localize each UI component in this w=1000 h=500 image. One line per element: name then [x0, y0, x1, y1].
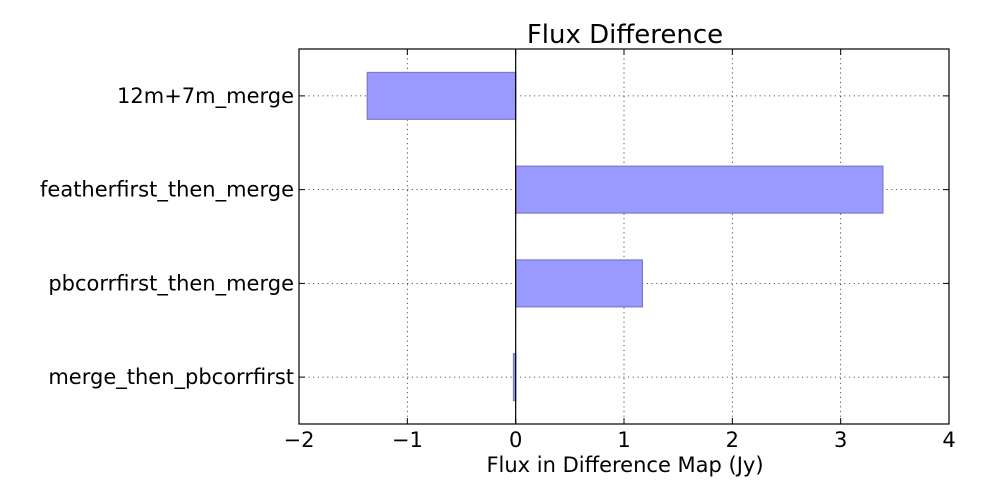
x-tick-label: 0	[509, 428, 522, 452]
bar-pbcorrfirst-then-merge	[515, 259, 644, 308]
chart-title: Flux Difference	[527, 20, 723, 50]
x-tick-label: −1	[392, 428, 423, 452]
bars-layer	[366, 71, 884, 402]
x-axis-label: Flux in Difference Map (Jy)	[486, 453, 763, 477]
y-tick-label: merge_then_pbcorrfirst	[48, 365, 294, 390]
y-tick-label: pbcorrfirst_then_merge	[48, 271, 294, 296]
x-tick-label: 2	[726, 428, 739, 452]
x-tick-label: −2	[284, 428, 315, 452]
axes-layer	[298, 48, 950, 425]
bar-featherfirst-then-merge	[515, 165, 884, 214]
bar-12m-7m-merge	[366, 71, 517, 120]
x-tick-label: 1	[617, 428, 630, 452]
labels-layer: 12m+7m_merge featherfirst_then_mergepbcor…	[40, 84, 956, 452]
y-tick-label: 12m+7m_merge	[117, 84, 294, 109]
x-tick-label: 4	[942, 428, 955, 452]
y-tick-label: featherfirst_then_merge	[40, 178, 294, 203]
x-tick-label: 3	[834, 428, 847, 452]
